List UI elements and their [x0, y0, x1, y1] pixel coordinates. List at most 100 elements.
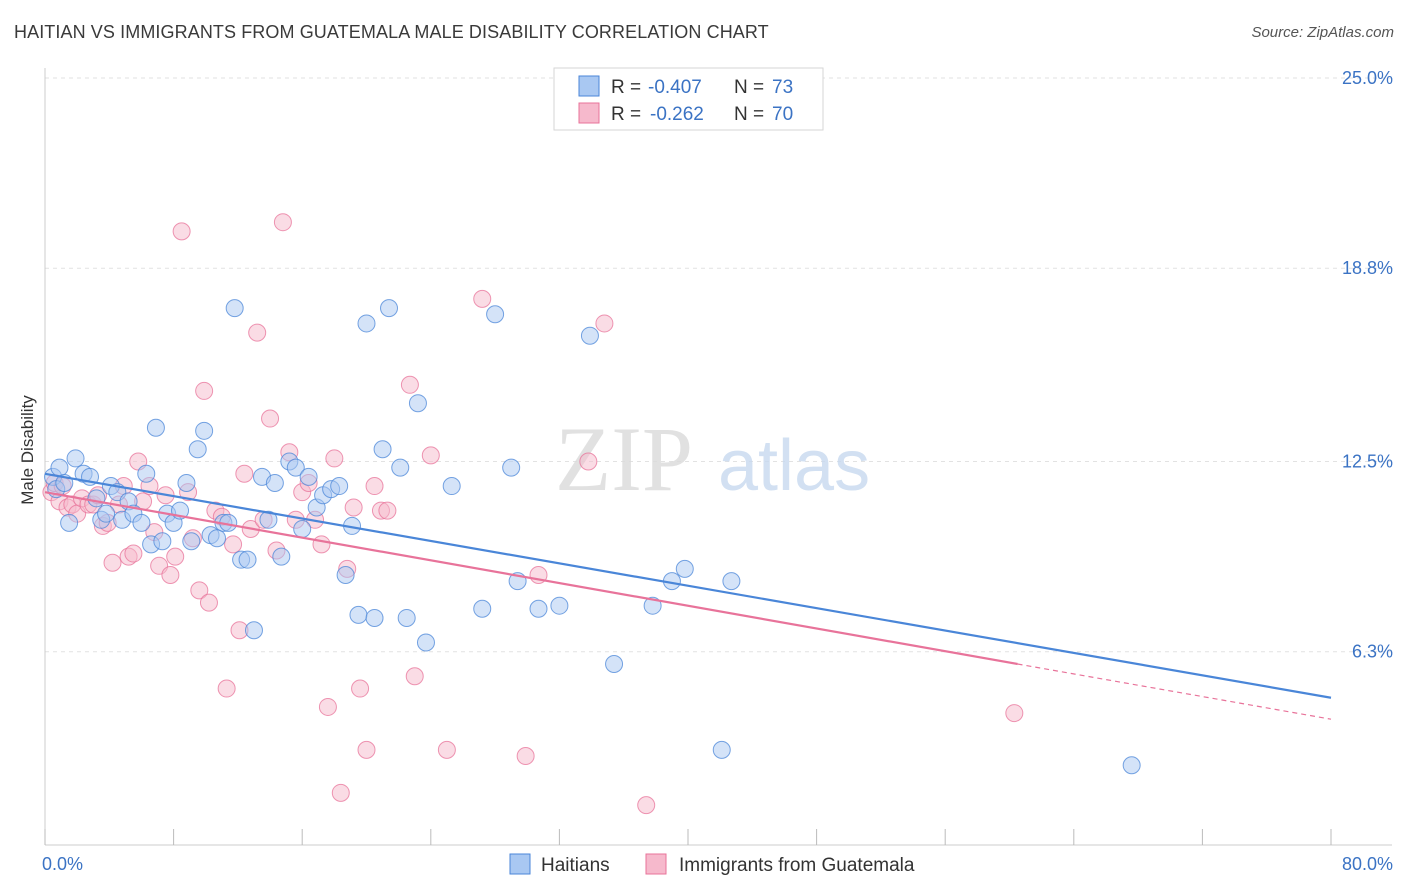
haitian-point-60 — [473, 599, 492, 618]
haitian-point-39 — [272, 547, 291, 566]
haitian-point-66 — [580, 326, 599, 345]
guatemala-point-25 — [166, 547, 185, 566]
gridlines — [45, 77, 1392, 653]
legend-box: R = -0.407 N = 73 R = -0.262 N = 70 — [553, 67, 824, 131]
guatemala-point-43 — [273, 213, 292, 232]
haitian-point-5 — [66, 449, 85, 468]
guatemala-point-65 — [516, 747, 535, 766]
haitian-point-8 — [87, 489, 106, 508]
guatemala-point-68 — [595, 314, 614, 333]
legend-n-label-1: N = — [734, 77, 764, 98]
haitian-point-47 — [330, 477, 349, 496]
legend-n-label-2: N = — [734, 104, 764, 125]
guatemala-point-13 — [103, 553, 122, 572]
legend-r-label-1: R = — [611, 77, 641, 98]
guatemala-point-17 — [124, 544, 143, 563]
haitian-point-56 — [397, 608, 416, 627]
trend-line-guatemala-extension — [1017, 663, 1332, 720]
y-tick-label-3: 25.0% — [1342, 68, 1393, 88]
guatemala-point-26 — [172, 222, 191, 241]
guatemala-point-59 — [378, 501, 397, 520]
guatemala-point-60 — [400, 375, 419, 394]
guatemala-point-41 — [261, 409, 280, 428]
haitian-point-68 — [643, 596, 662, 615]
y-tick-label-2: 18.8% — [1342, 258, 1393, 278]
haitian-point-32 — [225, 299, 244, 318]
bottom-legend: Haitians Immigrants from Guatemala — [509, 853, 915, 876]
x-tick-label-0: 0.0% — [42, 854, 83, 874]
guatemala-point-37 — [235, 464, 254, 483]
legend-r-value-1: -0.407 — [648, 77, 702, 98]
haitian-point-38 — [265, 473, 284, 492]
axes — [44, 68, 1392, 846]
haitian-point-19 — [146, 418, 165, 437]
guatemala-point-55 — [351, 679, 370, 698]
guatemala-point-29 — [190, 581, 209, 600]
guatemala-point-61 — [405, 667, 424, 686]
legend-n-value-2: 70 — [772, 104, 793, 125]
haitian-point-71 — [712, 740, 731, 759]
guatemala-point-63 — [437, 740, 456, 759]
guatemala-point-62 — [421, 446, 440, 465]
haitian-point-27 — [195, 421, 214, 440]
guatemala-point-24 — [161, 566, 180, 585]
trend-lines — [44, 472, 1332, 720]
legend-n-value-1: 73 — [772, 77, 793, 98]
y-tick-labels: 6.3% 12.5% 18.8% 25.0% — [1342, 68, 1393, 662]
guatemala-point-30 — [195, 381, 214, 400]
legend-r-label-2: R = — [611, 104, 641, 125]
haitian-point-53 — [373, 440, 392, 459]
haitian-point-34 — [238, 550, 257, 569]
guatemala-point-69 — [637, 796, 656, 815]
trend-line-guatemala — [44, 491, 1018, 666]
chart-title: HAITIAN VS IMMIGRANTS FROM GUATEMALA MAL… — [14, 22, 769, 42]
series-guatemala — [42, 213, 1024, 815]
bottom-legend-swatch-guatemala — [645, 853, 667, 875]
guatemala-point-67 — [579, 452, 598, 471]
haitian-point-55 — [391, 458, 410, 477]
haitian-point-29 — [208, 529, 227, 548]
haitian-point-20 — [153, 532, 172, 551]
guatemala-point-49 — [312, 535, 331, 554]
x-tick-labels: 0.0% 80.0% — [42, 854, 1393, 874]
haitian-point-16 — [132, 513, 151, 532]
haitian-point-17 — [137, 464, 156, 483]
watermark: ZIP — [555, 408, 693, 510]
haitian-point-37 — [259, 510, 278, 529]
guatemala-point-57 — [365, 477, 384, 496]
haitian-point-72 — [722, 572, 741, 591]
watermark-atlas: atlas — [718, 426, 870, 506]
guatemala-point-35 — [224, 535, 243, 554]
haitian-point-48 — [336, 566, 355, 585]
haitian-point-62 — [502, 458, 521, 477]
haitian-point-24 — [177, 473, 196, 492]
haitian-point-57 — [408, 394, 427, 413]
bottom-legend-swatch-haitians — [509, 853, 531, 875]
guatemala-point-52 — [331, 783, 350, 802]
haitian-point-54 — [380, 299, 399, 318]
guatemala-point-34 — [217, 679, 236, 698]
haitian-point-50 — [349, 605, 368, 624]
legend-swatch-haitians — [578, 75, 600, 97]
haitian-point-58 — [416, 633, 435, 652]
haitian-point-59 — [442, 477, 461, 496]
y-tick-label-1: 12.5% — [1342, 452, 1393, 472]
guatemala-point-64 — [473, 289, 492, 308]
haitian-point-42 — [293, 519, 312, 538]
guatemala-point-51 — [325, 449, 344, 468]
haitian-point-70 — [675, 559, 694, 578]
guatemala-point-56 — [357, 740, 376, 759]
haitian-point-41 — [286, 458, 305, 477]
haitian-point-51 — [357, 314, 376, 333]
haitian-point-35 — [244, 621, 263, 640]
haitian-point-67 — [605, 654, 624, 673]
legend-swatch-guatemala — [578, 102, 600, 124]
haitian-point-64 — [529, 599, 548, 618]
legend-r-value-2: -0.262 — [650, 104, 704, 125]
haitian-point-4 — [60, 513, 79, 532]
haitian-point-10 — [97, 504, 116, 523]
guatemala-point-70 — [1005, 704, 1024, 723]
haitian-point-2 — [50, 458, 69, 477]
guatemala-point-54 — [344, 498, 363, 517]
